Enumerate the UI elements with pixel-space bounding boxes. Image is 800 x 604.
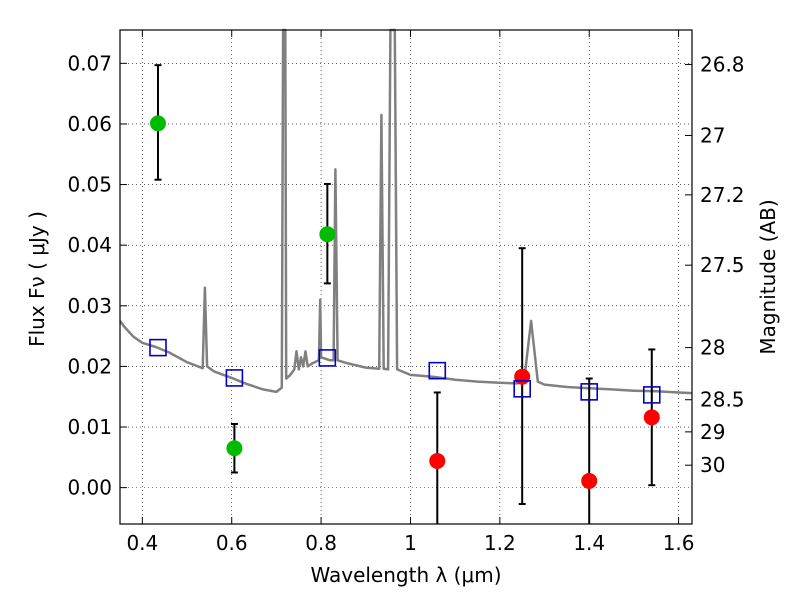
model-square — [318, 349, 337, 367]
y2-tick-label: 27 — [700, 123, 725, 147]
y2-tick-label: 30 — [700, 453, 725, 477]
data-point — [319, 226, 336, 243]
y2-tick-label: 29 — [700, 420, 725, 444]
data-point — [429, 452, 446, 469]
data-point — [581, 472, 598, 489]
model-square — [225, 369, 244, 387]
marker-layer — [149, 115, 661, 489]
y-axis-label: Flux Fν ( μJy ) — [25, 211, 49, 347]
y-tick-label: 0.03 — [67, 294, 112, 318]
x-tick-label: 1.4 — [573, 531, 605, 555]
y-tick-label: 0.07 — [67, 51, 112, 75]
y-tick-label: 0.00 — [67, 476, 112, 500]
model-square — [642, 386, 661, 404]
y2-tick-label: 26.8 — [700, 53, 745, 77]
y2-tick-label: 28.5 — [700, 388, 745, 412]
y-tick-label: 0.04 — [67, 233, 112, 257]
y-tick-label: 0.02 — [67, 354, 112, 378]
x-tick-label: 1.2 — [484, 531, 516, 555]
x-tick-label: 1 — [404, 531, 417, 555]
tick-layer: 0.4 0.6 0.8 1 1.2 1.4 1.6 0.00 0.01 0.02 0.03 0.04 0… — [67, 30, 745, 555]
y-tick-label: 0.01 — [67, 415, 112, 439]
model-square — [428, 361, 447, 380]
y2-tick-label: 27.2 — [700, 183, 745, 207]
data-point — [226, 440, 243, 457]
y-tick-label: 0.06 — [67, 112, 112, 136]
y-tick-label: 0.05 — [67, 173, 112, 197]
y2-axis-label: Magnitude (AB) — [756, 199, 780, 354]
x-axis-label: Wavelength λ (μm) — [310, 563, 501, 587]
y2-tick-label: 27.5 — [700, 253, 745, 277]
plot-frame — [119, 29, 693, 525]
errorbar-layer — [154, 64, 656, 524]
model-square — [513, 380, 531, 398]
grid-layer — [120, 30, 692, 524]
x-tick-label: 0.8 — [305, 531, 337, 555]
model-square — [149, 338, 167, 357]
x-tick-label: 0.4 — [126, 531, 158, 555]
spectrum-line — [118, 28, 693, 395]
data-point — [643, 409, 660, 426]
y2-tick-label: 28 — [700, 336, 725, 360]
data-point — [149, 115, 166, 132]
data-point — [514, 368, 531, 385]
spectrum-layer — [118, 28, 693, 395]
x-tick-label: 1.6 — [663, 531, 695, 555]
model-square — [580, 383, 599, 401]
x-tick-label: 0.6 — [216, 531, 248, 555]
